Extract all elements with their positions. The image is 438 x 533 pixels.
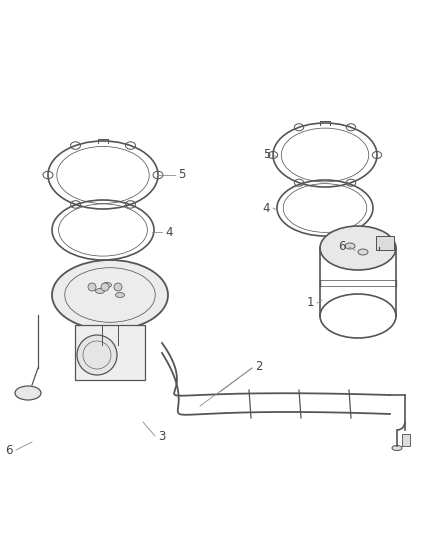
Text: 6: 6	[339, 240, 346, 254]
Text: 4: 4	[165, 225, 173, 238]
Text: 3: 3	[158, 430, 166, 442]
Text: 5: 5	[178, 168, 185, 182]
Ellipse shape	[320, 226, 396, 270]
Bar	[75, 325, 145, 380]
Ellipse shape	[95, 288, 105, 294]
Ellipse shape	[102, 282, 112, 287]
Text: 2: 2	[255, 359, 262, 373]
Ellipse shape	[116, 293, 124, 297]
Text: 4: 4	[262, 201, 270, 214]
Ellipse shape	[52, 260, 168, 330]
Circle shape	[114, 283, 122, 291]
Ellipse shape	[358, 249, 368, 255]
Bar	[402, 434, 410, 446]
Text: 1: 1	[307, 296, 314, 310]
Ellipse shape	[345, 243, 355, 249]
Ellipse shape	[15, 386, 41, 400]
Circle shape	[101, 283, 109, 291]
Circle shape	[77, 335, 117, 375]
Bar	[376, 236, 394, 250]
Text: 6: 6	[6, 443, 13, 456]
Text: 5: 5	[263, 149, 270, 161]
Ellipse shape	[392, 446, 402, 450]
Circle shape	[88, 283, 96, 291]
